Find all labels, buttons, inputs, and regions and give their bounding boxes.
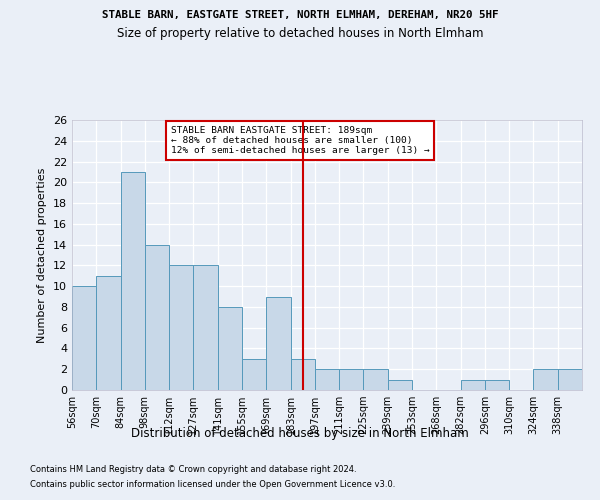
Bar	[121, 172, 145, 390]
Bar	[558, 369, 582, 390]
Bar	[96, 276, 121, 390]
Bar	[266, 296, 290, 390]
Bar	[339, 369, 364, 390]
Bar	[485, 380, 509, 390]
Bar	[72, 286, 96, 390]
Bar	[145, 244, 169, 390]
Bar	[364, 369, 388, 390]
Bar	[533, 369, 558, 390]
Text: Size of property relative to detached houses in North Elmham: Size of property relative to detached ho…	[117, 28, 483, 40]
Text: Distribution of detached houses by size in North Elmham: Distribution of detached houses by size …	[131, 428, 469, 440]
Bar	[388, 380, 412, 390]
Bar	[169, 266, 193, 390]
Bar	[290, 359, 315, 390]
Bar	[242, 359, 266, 390]
Text: STABLE BARN, EASTGATE STREET, NORTH ELMHAM, DEREHAM, NR20 5HF: STABLE BARN, EASTGATE STREET, NORTH ELMH…	[102, 10, 498, 20]
Text: Contains HM Land Registry data © Crown copyright and database right 2024.: Contains HM Land Registry data © Crown c…	[30, 465, 356, 474]
Bar	[461, 380, 485, 390]
Y-axis label: Number of detached properties: Number of detached properties	[37, 168, 47, 342]
Bar	[218, 307, 242, 390]
Text: Contains public sector information licensed under the Open Government Licence v3: Contains public sector information licen…	[30, 480, 395, 489]
Text: STABLE BARN EASTGATE STREET: 189sqm
← 88% of detached houses are smaller (100)
1: STABLE BARN EASTGATE STREET: 189sqm ← 88…	[171, 126, 430, 156]
Bar	[315, 369, 339, 390]
Bar	[193, 266, 218, 390]
